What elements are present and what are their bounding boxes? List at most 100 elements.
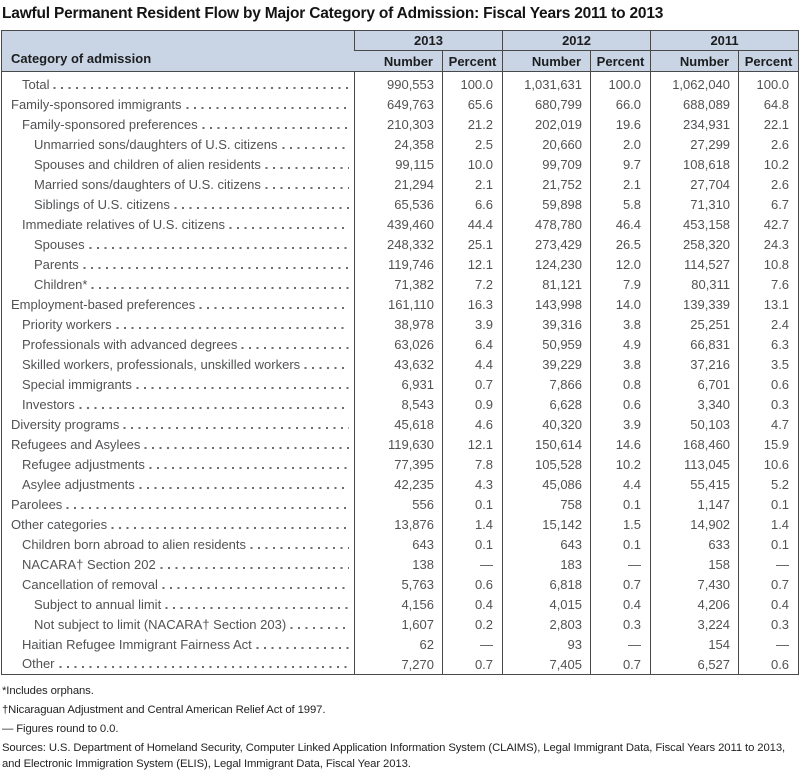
percent-cell: 0.3 <box>738 614 799 635</box>
number-cell: 38,978 <box>354 314 443 335</box>
dot-leader <box>91 276 349 293</box>
number-cell: 439,460 <box>354 214 443 235</box>
number-cell: 45,086 <box>502 474 591 495</box>
percent-cell: 65.6 <box>441 94 503 115</box>
percent-cell: 12.1 <box>441 434 503 455</box>
number-cell: 161,110 <box>354 294 443 315</box>
number-cell: 27,704 <box>650 174 739 195</box>
category-cell: Priority workers <box>2 315 355 335</box>
number-cell: 71,382 <box>354 274 443 295</box>
number-cell: 680,799 <box>502 94 591 115</box>
number-cell: 40,320 <box>502 414 591 435</box>
percent-cell: 0.4 <box>590 594 651 615</box>
number-cell: 273,429 <box>502 234 591 255</box>
percent-cell: 6.4 <box>441 334 503 355</box>
percent-cell: 24.3 <box>738 234 799 255</box>
percent-cell: — <box>738 634 799 655</box>
number-cell: 99,709 <box>502 154 591 175</box>
number-cell: 8,543 <box>354 394 443 415</box>
category-label: Priority workers <box>22 316 112 332</box>
table-row: Parents 119,746 12.1 124,230 12.0 114,527 10.8 <box>2 254 799 275</box>
lpr-flow-table: Category of admission 2013 2012 2011 Num… <box>1 30 800 675</box>
percent-cell: 2.4 <box>738 314 799 335</box>
percent-cell: 0.6 <box>738 374 799 395</box>
category-label: Parents <box>34 256 79 272</box>
dot-leader <box>229 216 349 233</box>
category-cell: Asylee adjustments <box>2 475 355 495</box>
percent-cell: 1.4 <box>441 514 503 535</box>
percent-cell: 10.8 <box>738 254 799 275</box>
percent-cell: 10.2 <box>738 154 799 175</box>
percent-cell: — <box>738 554 799 575</box>
table-row: Unmarried sons/daughters of U.S. citizen… <box>2 134 799 155</box>
dot-leader <box>185 96 349 113</box>
number-cell: 150,614 <box>502 434 591 455</box>
year-header-2011: 2011 <box>650 30 799 51</box>
percent-cell: 3.8 <box>590 314 651 335</box>
dot-leader <box>161 576 349 593</box>
number-cell: 1,062,040 <box>650 71 739 95</box>
percent-cell: 3.8 <box>590 354 651 375</box>
category-cell: Total <box>2 72 355 95</box>
percent-cell: 1.4 <box>738 514 799 535</box>
category-cell: Other categories <box>2 515 355 535</box>
dot-leader <box>264 156 349 173</box>
percent-cell: 0.6 <box>590 394 651 415</box>
table-row: Spouses and children of alien residents 9… <box>2 154 799 175</box>
dot-leader <box>58 656 349 673</box>
table-row: Immediate relatives of U.S. citizens 439,… <box>2 214 799 235</box>
category-cell: Professionals with advanced degrees <box>2 335 355 355</box>
percent-cell: 14.6 <box>590 434 651 455</box>
dot-leader <box>82 256 349 273</box>
number-cell: 45,618 <box>354 414 443 435</box>
category-cell: Cancellation of removal <box>2 575 355 595</box>
percent-cell: 10.6 <box>738 454 799 475</box>
number-cell: 3,340 <box>650 394 739 415</box>
table-row: Married sons/daughters of U.S. citizens 2… <box>2 174 799 195</box>
number-cell: 20,660 <box>502 134 591 155</box>
percent-cell: 4.4 <box>441 354 503 375</box>
category-cell: Family-sponsored immigrants <box>2 95 355 115</box>
category-cell: Subject to annual limit <box>2 595 355 615</box>
number-cell: 50,959 <box>502 334 591 355</box>
category-label: Parolees <box>11 496 63 512</box>
table-row: Employment-based preferences 161,110 16.3 1… <box>2 294 799 315</box>
number-cell: 65,536 <box>354 194 443 215</box>
number-cell: 21,294 <box>354 174 443 195</box>
dot-leader <box>201 116 349 133</box>
dot-leader <box>53 76 349 93</box>
percent-cell: 5.2 <box>738 474 799 495</box>
dot-leader <box>281 136 349 153</box>
dot-leader <box>138 476 349 493</box>
number-cell: 6,701 <box>650 374 739 395</box>
percent-cell: 2.0 <box>590 134 651 155</box>
dot-leader <box>88 236 349 253</box>
number-cell: 6,628 <box>502 394 591 415</box>
number-column-header-2012: Number <box>502 50 591 72</box>
percent-cell: — <box>590 554 651 575</box>
number-cell: 758 <box>502 494 591 515</box>
percent-cell: 3.5 <box>738 354 799 375</box>
table-row: Haitian Refugee Immigrant Fairness Act 62… <box>2 634 799 655</box>
number-cell: 5,763 <box>354 574 443 595</box>
category-cell: Not subject to limit (NACARA† Section 20… <box>2 615 355 635</box>
category-cell: Children born abroad to alien residents <box>2 535 355 555</box>
table-row: Special immigrants 6,931 0.7 7,866 0.8 6,701 0… <box>2 374 799 395</box>
percent-cell: 16.3 <box>441 294 503 315</box>
number-cell: 13,876 <box>354 514 443 535</box>
number-cell: 4,015 <box>502 594 591 615</box>
dot-leader <box>159 556 349 573</box>
percent-cell: 0.7 <box>441 654 503 675</box>
table-row: Refugees and Asylees 119,630 12.1 150,614 14… <box>2 434 799 455</box>
number-cell: 7,405 <box>502 654 591 675</box>
category-cell: Parolees <box>2 495 355 515</box>
category-label: Refugees and Asylees <box>11 436 141 452</box>
table-row: Cancellation of removal 5,763 0.6 6,818 0.7 7… <box>2 574 799 595</box>
dot-leader <box>123 416 349 433</box>
number-cell: 1,031,631 <box>502 71 591 95</box>
percent-cell: 0.1 <box>738 534 799 555</box>
percent-cell: 2.1 <box>441 174 503 195</box>
percent-cell: 5.8 <box>590 194 651 215</box>
percent-cell: 4.6 <box>441 414 503 435</box>
percent-cell: 0.1 <box>590 494 651 515</box>
